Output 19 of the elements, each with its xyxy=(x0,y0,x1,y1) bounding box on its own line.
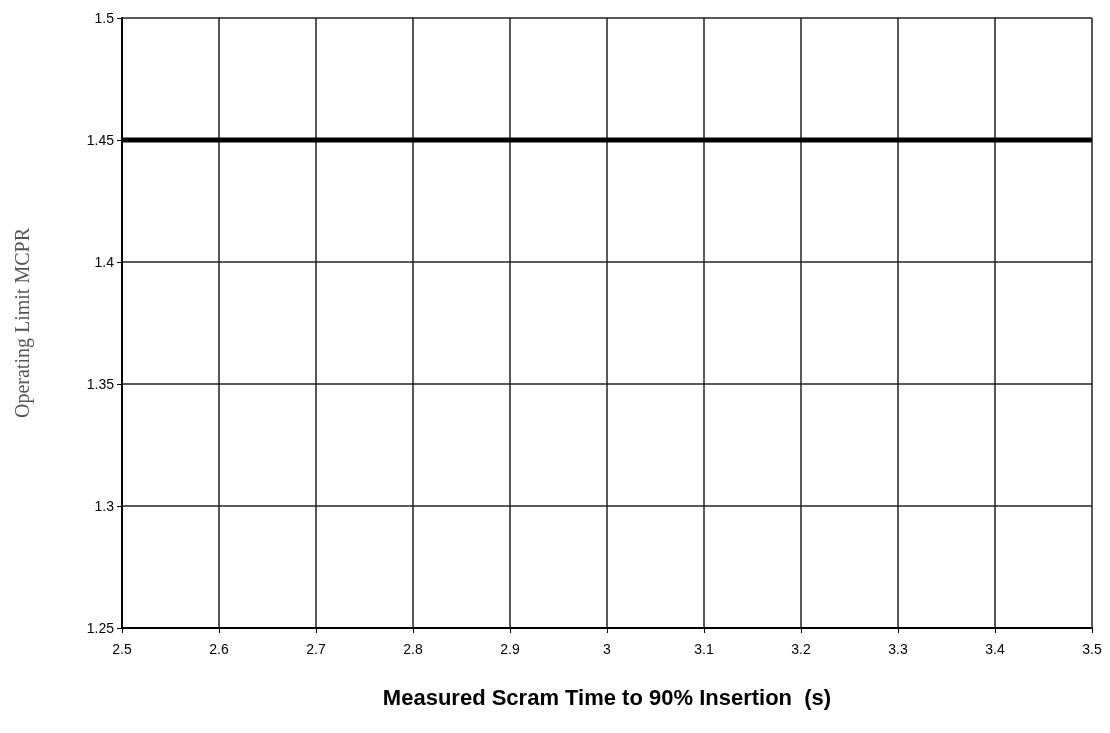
y-tick-label: 1.5 xyxy=(94,10,115,26)
x-tick-label: 2.9 xyxy=(500,641,520,657)
x-tick-label: 2.7 xyxy=(306,641,326,657)
x-tick-label: 2.8 xyxy=(403,641,423,657)
x-tick-label: 3.1 xyxy=(694,641,714,657)
y-tick-label: 1.35 xyxy=(86,376,115,392)
x-tick-label: 3.4 xyxy=(985,641,1005,657)
y-axis-title: Operating Limit MCPR xyxy=(11,227,34,418)
y-tick-label: 1.3 xyxy=(94,498,115,514)
y-tick-label: 1.25 xyxy=(86,620,115,636)
y-tick-label: 1.45 xyxy=(86,132,115,148)
x-tick-label: 2.6 xyxy=(209,641,229,657)
x-tick-label: 2.5 xyxy=(112,641,132,657)
x-tick-label: 3.2 xyxy=(791,641,811,657)
x-tick-label: 3 xyxy=(603,641,612,657)
x-tick-label: 3.3 xyxy=(888,641,908,657)
x-axis-title: Measured Scram Time to 90% Insertion (s) xyxy=(382,684,832,710)
x-tick-label: 3.5 xyxy=(1082,641,1102,657)
y-tick-label: 1.4 xyxy=(94,254,115,270)
